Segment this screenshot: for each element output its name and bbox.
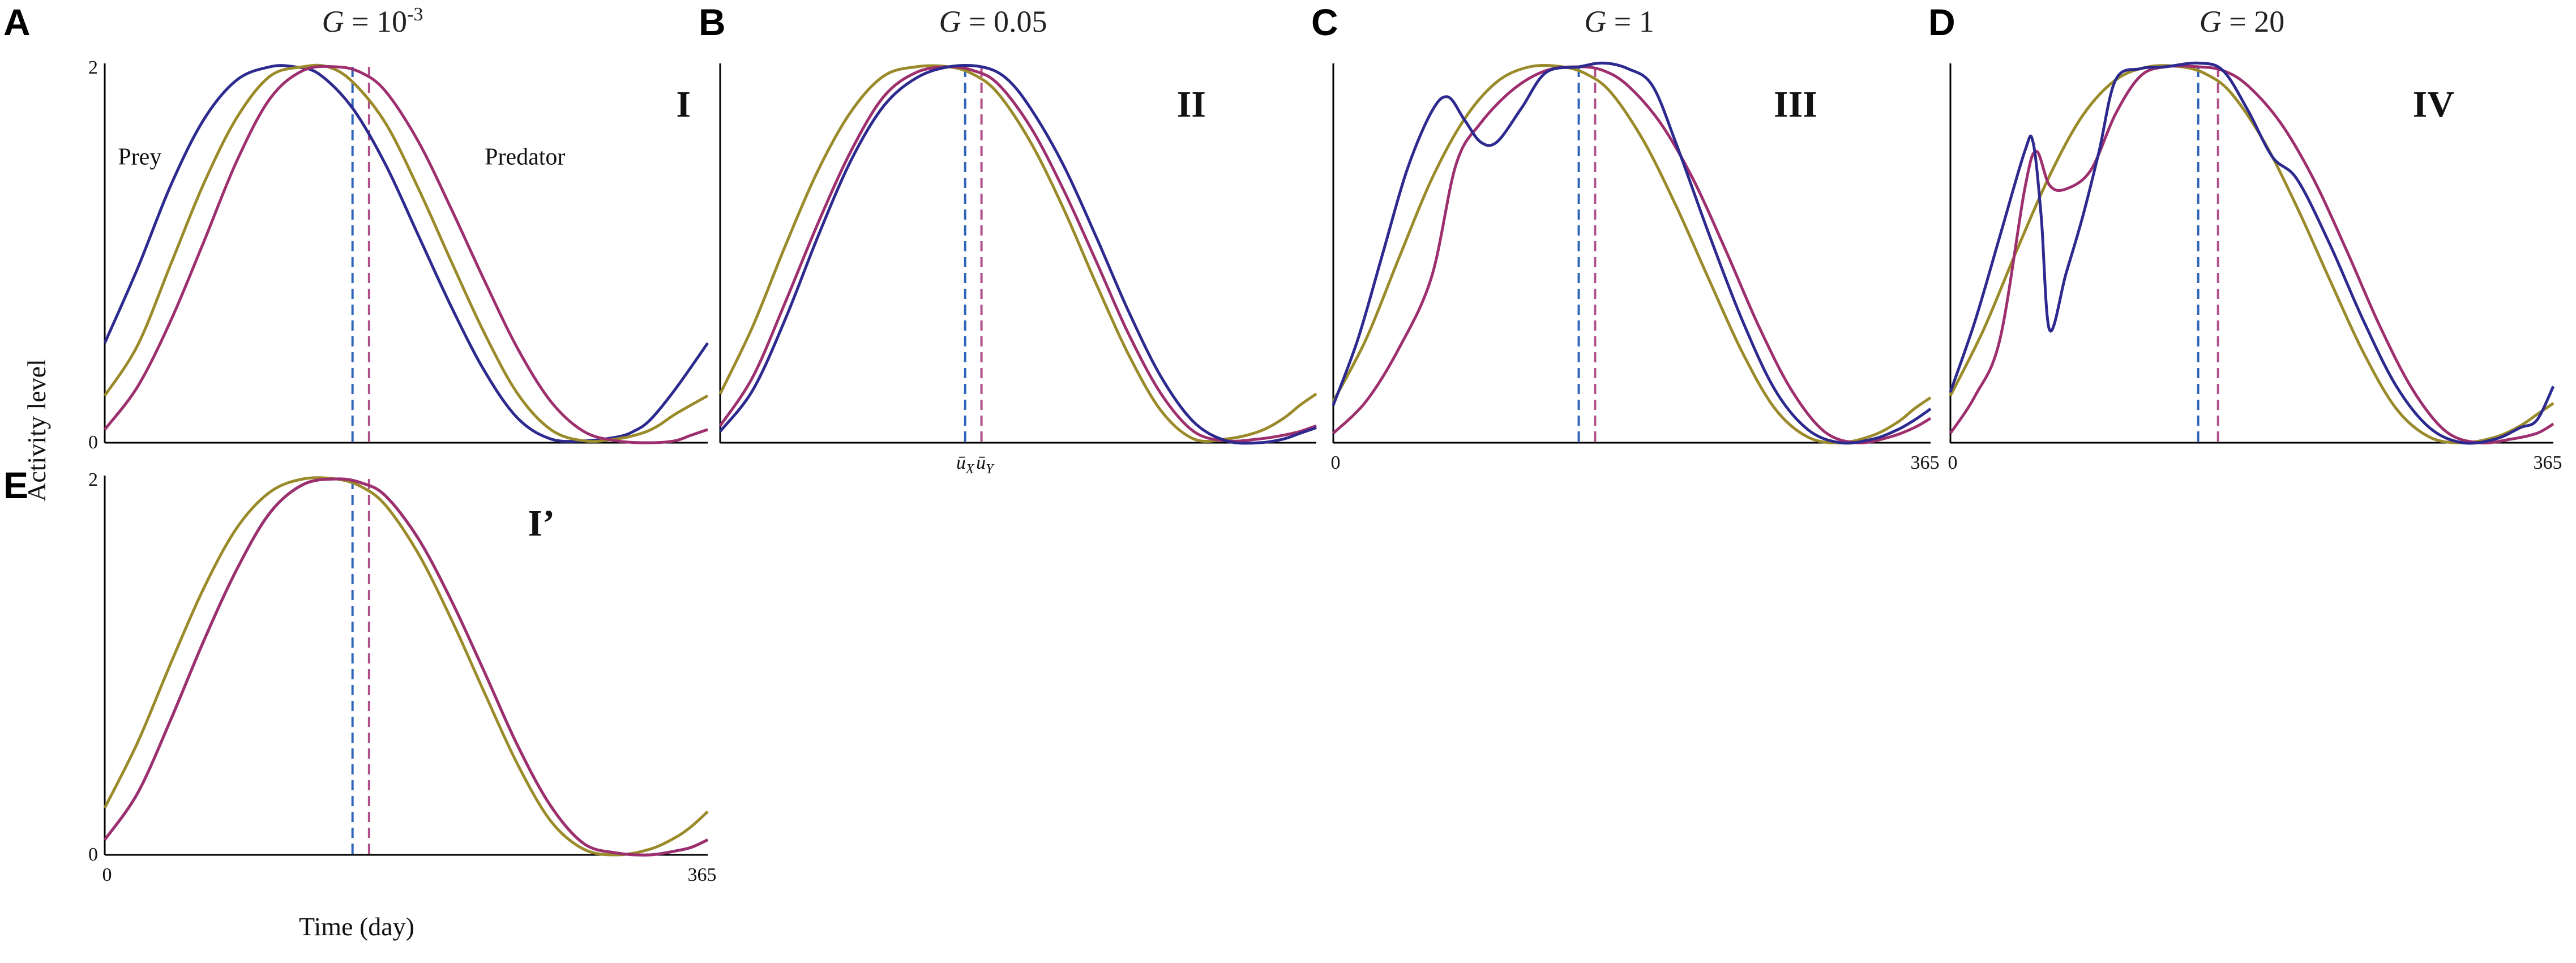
y-tick-label: 0 — [88, 844, 98, 865]
series-label: Prey — [118, 144, 161, 170]
series-line-predator — [1332, 65, 1932, 444]
y-tick-label: 0 — [88, 432, 98, 453]
regime-label: II — [1177, 84, 1206, 125]
x-tick-label: 0 — [102, 864, 112, 885]
series-line-reference — [718, 64, 1317, 443]
panel-title: G = 0.05 — [939, 5, 1047, 38]
y-axis-title: Activity level — [22, 359, 51, 502]
series-line-prey — [719, 64, 1317, 445]
panel-letter: A — [3, 1, 31, 43]
series-line-prey — [103, 64, 709, 443]
series-line-reference — [1332, 63, 1932, 444]
panel-letter: D — [1928, 1, 1955, 43]
mean-label: ūY — [976, 452, 995, 477]
series-line-predator — [104, 65, 708, 444]
panel-e: E 0 2 0 365 I’ — [3, 464, 717, 885]
panel-title: G = 20 — [2200, 5, 2284, 38]
series-line-prey — [1332, 61, 1932, 445]
panel-letter: C — [1311, 1, 1338, 43]
regime-label: III — [1774, 84, 1817, 125]
panel-b: B G = 0.05 II ūX ūY — [699, 1, 1317, 477]
series-line-predator — [103, 477, 709, 857]
x-tick-label: 0 — [1948, 452, 1958, 473]
series-line-predator — [1949, 64, 2554, 444]
panels-group: A G = 10-3 0 2 I Prey Predator B G = 0.05 II ūX ūY C… — [3, 1, 2562, 885]
x-tick-label: 365 — [688, 864, 717, 885]
panel-letter: B — [699, 1, 726, 43]
panel-a: A G = 10-3 0 2 I Prey Predator — [3, 1, 709, 453]
panel-letter: E — [3, 464, 28, 506]
series-line-reference — [103, 63, 709, 443]
x-tick-label: 365 — [1911, 452, 1940, 473]
regime-label: I — [676, 84, 691, 125]
regime-label: I’ — [528, 503, 555, 544]
series-line-reference — [103, 476, 709, 857]
panel-d: D G = 20 0 365 IV — [1928, 1, 2562, 473]
regime-label: IV — [2413, 84, 2454, 125]
series-line-prey — [1949, 61, 2555, 445]
y-tick-label: 2 — [88, 469, 98, 490]
panel-title: G = 1 — [1584, 5, 1654, 38]
y-tick-label: 2 — [88, 57, 98, 78]
x-tick-label: 365 — [2534, 452, 2562, 473]
mean-label: ūX — [956, 452, 975, 477]
x-axis-title: Time (day) — [299, 912, 414, 941]
x-tick-label: 0 — [1331, 452, 1341, 473]
panel-title: G = 10-3 — [322, 4, 423, 38]
panel-c: C G = 1 0 365 III — [1311, 1, 1940, 473]
series-label: Predator — [485, 144, 565, 170]
series-line-reference — [1949, 64, 2554, 444]
